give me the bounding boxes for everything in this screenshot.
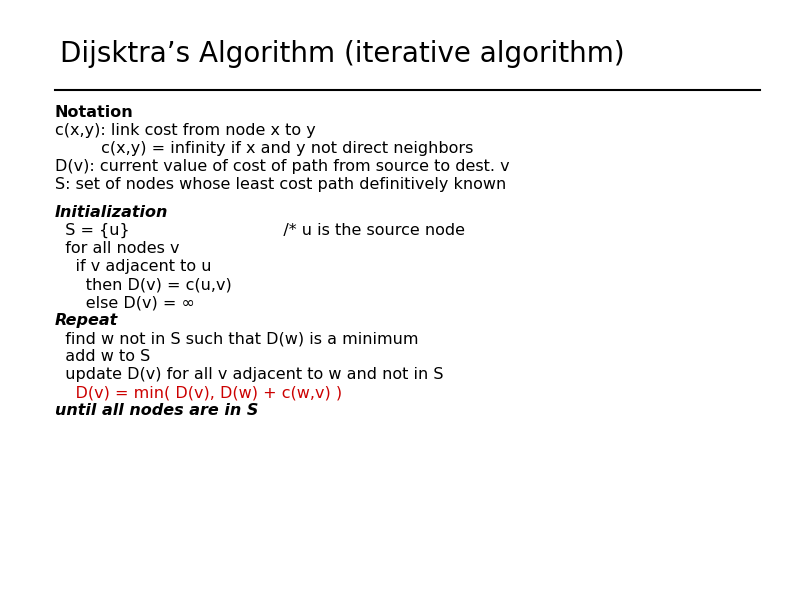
Text: for all nodes v: for all nodes v xyxy=(55,241,179,256)
Text: else D(v) = ∞: else D(v) = ∞ xyxy=(55,295,195,310)
Text: update D(v) for all v adjacent to w and not in S: update D(v) for all v adjacent to w and … xyxy=(55,367,444,382)
Text: c(x,y): link cost from node x to y: c(x,y): link cost from node x to y xyxy=(55,123,316,138)
Text: then D(v) = c(u,v): then D(v) = c(u,v) xyxy=(55,277,232,292)
Text: S: set of nodes whose least cost path definitively known: S: set of nodes whose least cost path de… xyxy=(55,177,507,192)
Text: Repeat: Repeat xyxy=(55,313,118,328)
Text: find w not in S such that D(w) is a minimum: find w not in S such that D(w) is a mini… xyxy=(55,331,418,346)
Text: D(v): current value of cost of path from source to dest. v: D(v): current value of cost of path from… xyxy=(55,159,510,174)
Text: Notation: Notation xyxy=(55,105,133,120)
Text: Initialization: Initialization xyxy=(55,205,168,220)
Text: until all nodes are in S: until all nodes are in S xyxy=(55,403,258,418)
Text: Dijsktra’s Algorithm (iterative algorithm): Dijsktra’s Algorithm (iterative algorith… xyxy=(60,40,625,68)
Text: if v adjacent to u: if v adjacent to u xyxy=(55,259,211,274)
Text: add w to S: add w to S xyxy=(55,349,150,364)
Text: c(x,y) = infinity if x and y not direct neighbors: c(x,y) = infinity if x and y not direct … xyxy=(55,141,473,156)
Text: S = {u}                              /* u is the source node: S = {u} /* u is the source node xyxy=(55,223,465,238)
Text: D(v) = min( D(v), D(w) + c(w,v) ): D(v) = min( D(v), D(w) + c(w,v) ) xyxy=(55,385,342,400)
